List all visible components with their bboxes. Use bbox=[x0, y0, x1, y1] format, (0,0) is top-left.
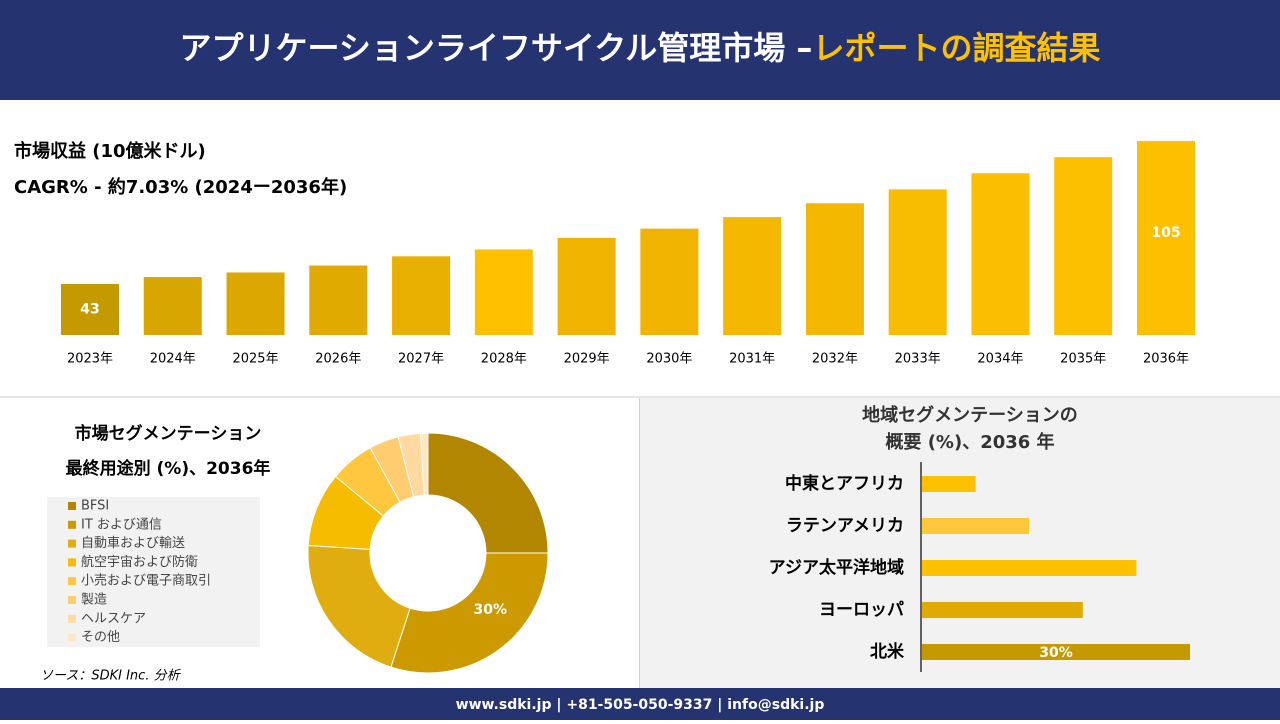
category-label: ラテンアメリカ bbox=[786, 516, 904, 536]
bar bbox=[309, 265, 368, 335]
bar bbox=[1054, 157, 1113, 335]
bar bbox=[922, 476, 976, 492]
bar bbox=[392, 256, 451, 335]
legend-label: 製造 bbox=[81, 593, 107, 608]
x-tick-label: 2024年 bbox=[150, 352, 196, 367]
category-label: 中東とアフリカ bbox=[785, 473, 904, 494]
legend-swatch bbox=[68, 596, 76, 604]
legend-swatch bbox=[68, 633, 76, 642]
bar bbox=[922, 644, 1190, 660]
x-tick-label: 2025年 bbox=[232, 352, 278, 367]
footer bbox=[0, 688, 1280, 720]
legend-swatch bbox=[68, 539, 76, 548]
x-tick-label: 2023年 bbox=[67, 352, 113, 367]
bar bbox=[557, 237, 616, 335]
chart-subtitle: 最終用途別 (%)、2036年 bbox=[66, 458, 271, 479]
x-tick-label: 2027年 bbox=[398, 352, 444, 367]
chart-title: 地域セグメンテーションの bbox=[862, 404, 1078, 426]
bar bbox=[922, 518, 1030, 534]
bar bbox=[922, 560, 1137, 576]
source: ソース：SDKI Inc. 分析 bbox=[40, 669, 182, 684]
donut-slice bbox=[427, 432, 549, 554]
x-tick-label: 2035年 bbox=[1060, 352, 1106, 367]
category-label: ヨーロッパ bbox=[819, 600, 904, 620]
category-label: 北米 bbox=[870, 641, 905, 662]
legend-label: BFSI bbox=[81, 499, 109, 514]
title-main: アプリケーションライフサイクル管理市場 – bbox=[180, 29, 813, 67]
value-label: 105 bbox=[1151, 225, 1180, 241]
divider bbox=[0, 396, 1280, 398]
bar bbox=[474, 249, 533, 335]
legend-swatch bbox=[68, 577, 76, 586]
x-tick-label: 2036年 bbox=[1143, 352, 1189, 367]
legend-label: 航空宇宙および防衛 bbox=[81, 554, 198, 570]
x-tick-label: 2034年 bbox=[977, 352, 1023, 367]
header bbox=[0, 0, 1280, 100]
chart-title: 市場セグメンテーション bbox=[75, 423, 262, 444]
bar bbox=[971, 173, 1030, 335]
value-label: 30% bbox=[474, 602, 508, 618]
bar bbox=[640, 228, 699, 335]
bar bbox=[805, 203, 864, 335]
panel-divider bbox=[639, 398, 640, 688]
legend-label: IT および通信 bbox=[81, 517, 162, 532]
legend-swatch bbox=[68, 520, 76, 529]
legend-label: その他 bbox=[81, 630, 120, 645]
x-tick-label: 2033年 bbox=[895, 352, 941, 367]
legend-label: ヘルスケア bbox=[81, 611, 146, 626]
value-label: 43 bbox=[80, 302, 99, 318]
chart-subtitle: 概要 (%)、2036 年 bbox=[885, 431, 1054, 453]
donut-slice bbox=[419, 432, 429, 496]
x-tick-label: 2028年 bbox=[481, 352, 527, 367]
x-tick-label: 2029年 bbox=[564, 352, 610, 367]
x-tick-label: 2032年 bbox=[812, 352, 858, 367]
bar bbox=[888, 189, 947, 335]
bar bbox=[922, 602, 1083, 618]
legend-label: 小売および電子商取引 bbox=[81, 573, 211, 589]
bar bbox=[226, 272, 285, 335]
legend-swatch bbox=[68, 614, 76, 623]
donut-slice bbox=[307, 544, 411, 668]
x-tick-label: 2026年 bbox=[315, 352, 361, 367]
footer-contact: www.sdki.jp | +81-505-050-9337 | info@sd… bbox=[456, 697, 825, 713]
legend-swatch bbox=[68, 558, 76, 567]
x-tick-label: 2030年 bbox=[646, 352, 692, 367]
legend-swatch bbox=[68, 502, 76, 510]
title-highlight: レポートの調査結果 bbox=[812, 29, 1100, 67]
donut-slice bbox=[390, 552, 549, 674]
chart-title: 市場収益 (10億米ドル) bbox=[14, 140, 206, 162]
bar bbox=[61, 284, 119, 335]
legend-label: 自動車および輸送 bbox=[81, 536, 185, 551]
bar bbox=[1137, 141, 1195, 335]
header-title: アプリケーションライフサイクル管理市場 –レポートの調査結果 bbox=[180, 29, 1101, 67]
legend-box bbox=[47, 497, 260, 647]
value-label: 30% bbox=[1039, 645, 1073, 661]
bar bbox=[723, 217, 782, 335]
chart-subtitle: CAGR% - 約7.03% (2024ー2036年) bbox=[14, 176, 347, 198]
region-panel bbox=[640, 398, 1280, 688]
category-label: アジア太平洋地域 bbox=[769, 557, 904, 578]
x-tick-label: 2031年 bbox=[729, 352, 775, 367]
bar bbox=[143, 277, 202, 335]
